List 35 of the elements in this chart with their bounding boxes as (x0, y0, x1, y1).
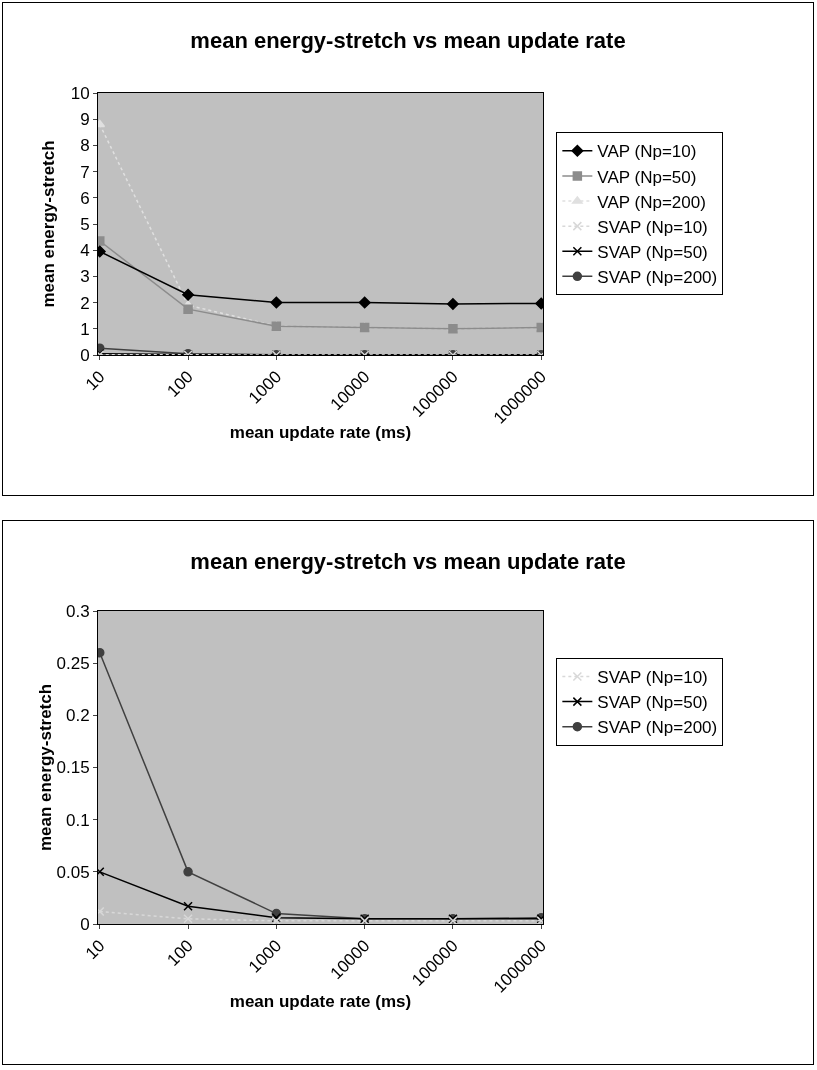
y-tick-label: 0 (80, 914, 90, 934)
y-tick-label: 3 (80, 267, 90, 287)
y-tick-label: 6 (80, 188, 90, 208)
y-tick-label: 0.2 (65, 706, 90, 726)
y-tick-label: 1 (80, 319, 90, 339)
y-tick-label: 8 (80, 136, 90, 156)
chart-title: mean energy-stretch vs mean update rate (190, 27, 626, 53)
y-tick-label: 5 (80, 214, 90, 234)
y-tick-label: 2 (80, 293, 90, 313)
y-tick-label: 4 (80, 241, 90, 261)
y-tick-label: 0 (80, 345, 90, 365)
y-tick-label: 0.05 (56, 862, 90, 882)
y-tick-label: 10 (70, 83, 90, 103)
y-tick-label: 0.15 (56, 758, 90, 778)
y-tick-label: 7 (80, 162, 90, 182)
y-tick-label: 0.3 (65, 601, 90, 621)
y-tick-label: 0.25 (56, 654, 90, 674)
y-axis-title: mean energy-stretch (39, 140, 58, 308)
x-tick-label: 100 (163, 367, 197, 401)
y-axis-title: mean energy-stretch (35, 683, 55, 852)
x-axis-title: mean update rate (ms) (229, 991, 412, 1011)
legend-label: SVAP (Np=200) (597, 267, 718, 287)
y-tick-label: 0.1 (65, 810, 90, 830)
y-tick-label: 9 (80, 110, 90, 130)
legend-label: SVAP (Np=10) (597, 217, 708, 237)
legend-label: SVAP (Np=10) (597, 668, 708, 688)
legend-label: VAP (Np=200) (597, 192, 706, 212)
x-tick-label: 100 (163, 936, 197, 970)
chart-title: mean energy-stretch vs mean update rate (190, 548, 626, 574)
legend-label: VAP (Np=50) (597, 167, 697, 187)
legend-label: VAP (Np=10) (597, 142, 697, 162)
legend-label: SVAP (Np=50) (597, 242, 708, 262)
x-axis-title: mean update rate (ms) (229, 422, 412, 442)
legend-label: SVAP (Np=50) (597, 693, 708, 713)
legend-label: SVAP (Np=200) (597, 718, 718, 738)
